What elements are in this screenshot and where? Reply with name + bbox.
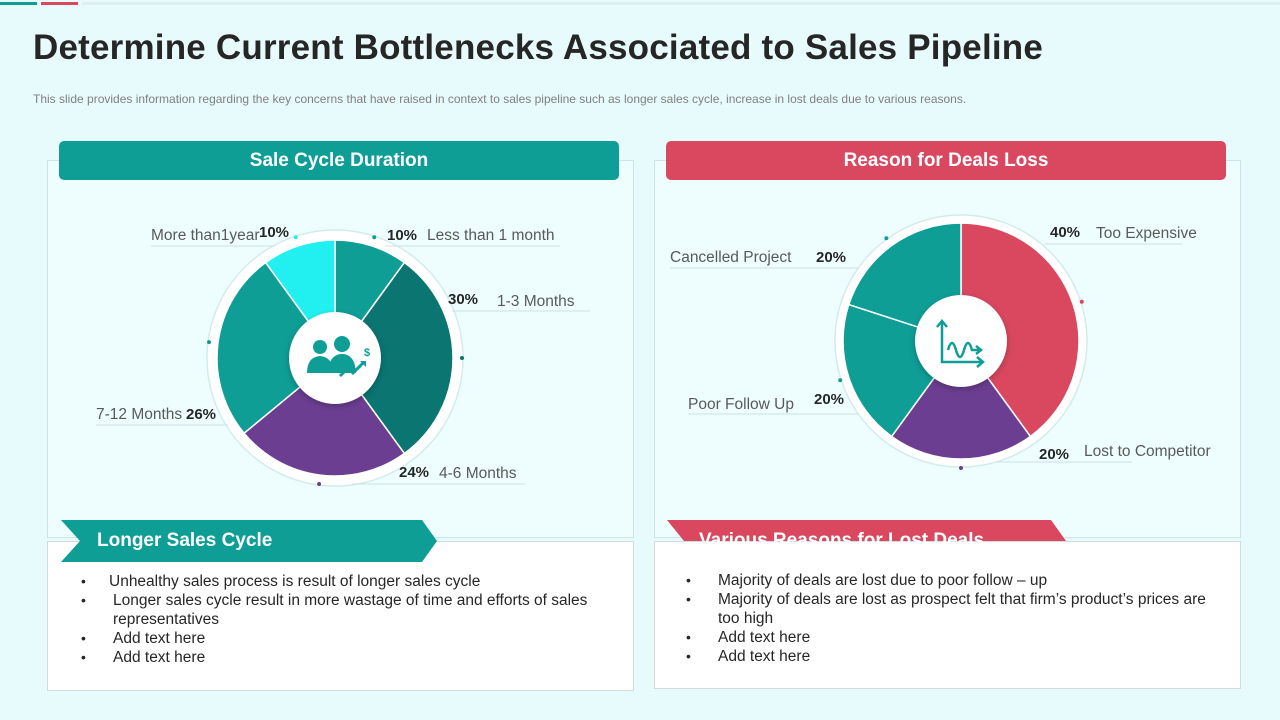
- value-label-lost-to-competitor: 20%: [1039, 446, 1069, 463]
- leader-dot-poor-follow-up: [838, 378, 843, 383]
- deals-loss-pie-center: [915, 295, 1007, 387]
- deals-loss-header: Reason for Deals Loss: [666, 141, 1226, 180]
- category-label-1-3-months: 1-3 Months: [497, 293, 575, 310]
- value-label-less-than-1-month: 10%: [387, 227, 417, 244]
- category-label-too-expensive: Too Expensive: [1096, 225, 1197, 242]
- value-label-more-than1year: 10%: [259, 224, 289, 241]
- bullet-item: Longer sales cycle result in more wastag…: [81, 591, 601, 629]
- leader-dot-1-3-months: [460, 356, 464, 360]
- page-title: Determine Current Bottlenecks Associated…: [33, 28, 1044, 67]
- category-label-lost-to-competitor: Lost to Competitor: [1084, 443, 1211, 460]
- value-label-1-3-months: 30%: [448, 291, 478, 308]
- bullet-item: Majority of deals are lost as prospect f…: [686, 590, 1226, 628]
- longer-sales-cycle-bullets: Unhealthy sales process is result of lon…: [81, 572, 601, 667]
- category-label-7-12-months: 7-12 Months: [96, 406, 182, 423]
- pie-slice-7-12-months: [216, 261, 337, 435]
- lost-deals-banner: Various Reasons for Lost Deals: [699, 530, 985, 551]
- value-label-cancelled-project: 20%: [816, 249, 846, 266]
- pie-slice-lost-to-competitor: [890, 339, 1032, 460]
- bullet-item: Unhealthy sales process is result of lon…: [81, 572, 601, 591]
- value-label-4-6-months: 24%: [399, 464, 429, 481]
- longer-sales-cycle-banner: Longer Sales Cycle: [97, 530, 273, 551]
- accent-segment-red: [41, 2, 78, 5]
- pie-slice-1-3-months: [334, 261, 454, 455]
- leader-dot-less-than-1-month: [372, 235, 377, 240]
- lost-deals-box: Majority of deals are lost due to poor f…: [654, 541, 1241, 689]
- category-label-more-than1year: More than1year: [151, 227, 260, 244]
- leader-dot-lost-to-competitor: [959, 466, 963, 470]
- top-accent-bar: [0, 0, 1280, 5]
- pie-slice-too-expensive: [960, 222, 1080, 438]
- business-people-dollar-growth-icon: $: [307, 336, 370, 378]
- sale-cycle-pie: $ 10% Less than 1 month 30% 1-3 Months 24% 4-…: [96, 224, 590, 487]
- bullet-item: Add text here: [686, 647, 1226, 666]
- bullet-item: Add text here: [686, 628, 1226, 647]
- category-label-poor-follow-up: Poor Follow Up: [688, 396, 794, 413]
- value-label-7-12-months: 26%: [186, 406, 216, 423]
- bullet-item: Add text here: [81, 648, 601, 667]
- leader-dot-cancelled-project: [884, 236, 889, 241]
- category-label-4-6-months: 4-6 Months: [439, 465, 517, 482]
- bullet-item: Majority of deals are lost due to poor f…: [686, 571, 1226, 590]
- svg-text:$: $: [364, 347, 370, 359]
- pie-slice-4-6-months: [243, 356, 406, 477]
- leader-dot-more-than1year: [293, 235, 298, 240]
- leader-dot-7-12-months: [207, 340, 212, 345]
- longer-sales-cycle-box: Unhealthy sales process is result of lon…: [47, 541, 634, 691]
- leader-dot-too-expensive: [1079, 299, 1084, 304]
- category-label-cancelled-project: Cancelled Project: [670, 249, 792, 266]
- leader-dot-4-6-months: [317, 481, 322, 486]
- process-flow-chart-icon: [936, 319, 985, 368]
- value-label-too-expensive: 40%: [1050, 224, 1080, 241]
- accent-segment-teal: [0, 2, 37, 5]
- category-label-less-than-1-month: Less than 1 month: [427, 227, 555, 244]
- value-label-poor-follow-up: 20%: [814, 391, 844, 408]
- accent-segment-grey: [82, 2, 1280, 5]
- page-subtitle: This slide provides information regardin…: [33, 92, 967, 106]
- bullet-item: Add text here: [81, 629, 601, 648]
- deals-loss-pie: 40% Too Expensive 20% Lost to Competitor 20%…: [670, 214, 1211, 470]
- sale-cycle-header: Sale Cycle Duration: [59, 141, 619, 180]
- lost-deals-bullets: Majority of deals are lost due to poor f…: [686, 571, 1226, 666]
